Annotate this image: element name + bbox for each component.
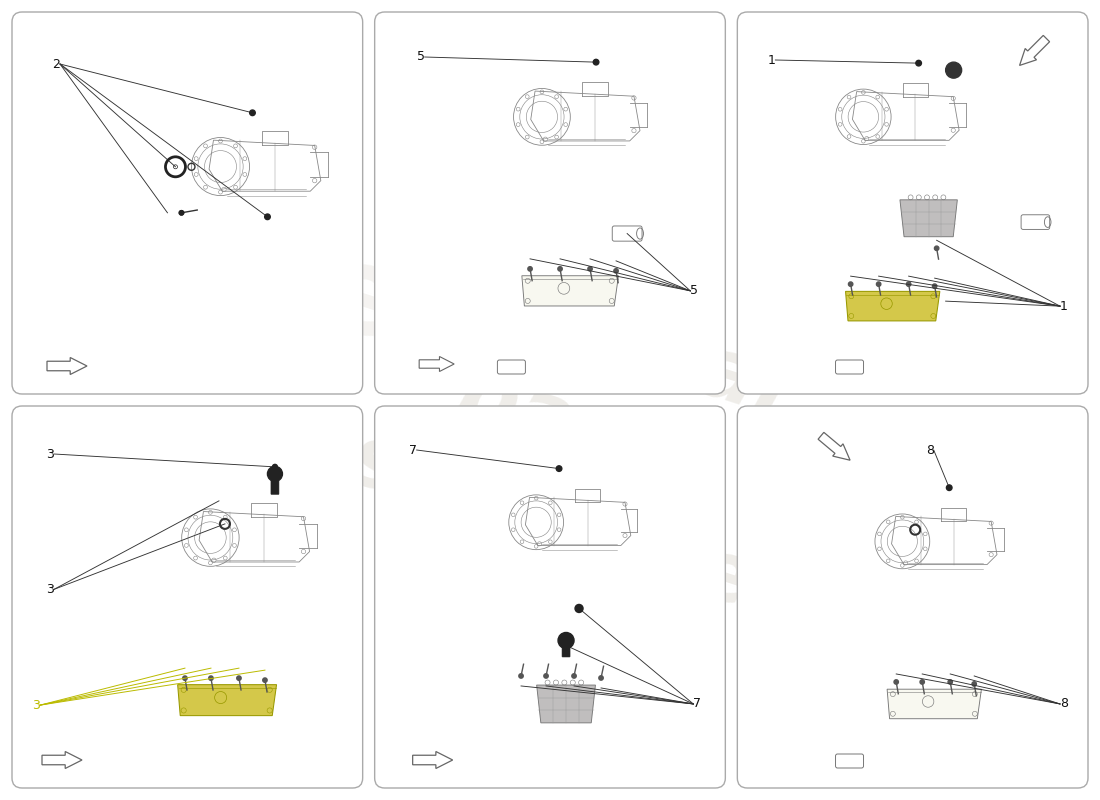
Polygon shape xyxy=(846,291,939,321)
FancyBboxPatch shape xyxy=(12,12,363,394)
FancyBboxPatch shape xyxy=(737,406,1088,788)
Circle shape xyxy=(273,464,277,470)
Circle shape xyxy=(916,60,922,66)
Circle shape xyxy=(906,282,911,286)
Polygon shape xyxy=(42,751,82,769)
Circle shape xyxy=(179,210,184,215)
Text: eSi: eSi xyxy=(298,229,542,411)
Polygon shape xyxy=(537,685,595,723)
Circle shape xyxy=(946,62,961,78)
Circle shape xyxy=(877,282,881,286)
Text: 2: 2 xyxy=(52,58,60,70)
Polygon shape xyxy=(177,685,276,716)
Text: 5: 5 xyxy=(691,284,698,298)
FancyBboxPatch shape xyxy=(562,642,570,657)
Circle shape xyxy=(557,466,562,471)
Circle shape xyxy=(543,674,548,678)
Text: 7: 7 xyxy=(409,443,417,457)
Text: 5: 5 xyxy=(417,50,425,63)
Circle shape xyxy=(572,674,576,678)
Circle shape xyxy=(593,59,598,65)
Circle shape xyxy=(179,210,184,215)
Circle shape xyxy=(894,680,899,684)
Circle shape xyxy=(614,269,618,273)
Circle shape xyxy=(236,676,241,680)
Circle shape xyxy=(558,266,562,271)
FancyBboxPatch shape xyxy=(375,406,725,788)
Circle shape xyxy=(972,682,977,686)
Circle shape xyxy=(848,282,852,286)
Circle shape xyxy=(575,605,583,613)
Circle shape xyxy=(265,214,271,219)
Circle shape xyxy=(209,676,213,680)
Polygon shape xyxy=(412,751,453,769)
Circle shape xyxy=(558,633,574,649)
Circle shape xyxy=(587,266,592,271)
Text: 1: 1 xyxy=(1060,300,1068,313)
Circle shape xyxy=(934,246,938,250)
Circle shape xyxy=(263,678,267,682)
Text: 8: 8 xyxy=(926,443,934,457)
Text: 1: 1 xyxy=(768,54,776,66)
Polygon shape xyxy=(47,358,87,374)
FancyBboxPatch shape xyxy=(737,12,1088,394)
FancyBboxPatch shape xyxy=(836,360,864,374)
Circle shape xyxy=(519,674,524,678)
FancyBboxPatch shape xyxy=(12,406,363,788)
Circle shape xyxy=(920,680,924,684)
Circle shape xyxy=(183,676,187,680)
Circle shape xyxy=(946,485,952,490)
Text: original
parts
simulare: original parts simulare xyxy=(338,234,823,626)
Text: 7: 7 xyxy=(693,698,702,710)
FancyBboxPatch shape xyxy=(497,360,526,374)
FancyBboxPatch shape xyxy=(836,754,864,768)
Polygon shape xyxy=(419,357,454,371)
Circle shape xyxy=(933,284,937,288)
Circle shape xyxy=(948,680,953,684)
Polygon shape xyxy=(521,276,618,306)
Text: 8: 8 xyxy=(1060,698,1068,710)
Text: 3: 3 xyxy=(46,583,54,596)
Circle shape xyxy=(528,266,532,271)
Polygon shape xyxy=(887,689,981,718)
Polygon shape xyxy=(900,200,957,237)
Circle shape xyxy=(267,466,283,482)
FancyBboxPatch shape xyxy=(271,480,279,494)
FancyBboxPatch shape xyxy=(375,12,725,394)
Polygon shape xyxy=(1020,35,1049,66)
Circle shape xyxy=(250,110,255,115)
Polygon shape xyxy=(818,432,850,460)
Circle shape xyxy=(598,676,603,680)
Text: 3: 3 xyxy=(46,447,54,461)
Text: 3: 3 xyxy=(32,698,40,712)
